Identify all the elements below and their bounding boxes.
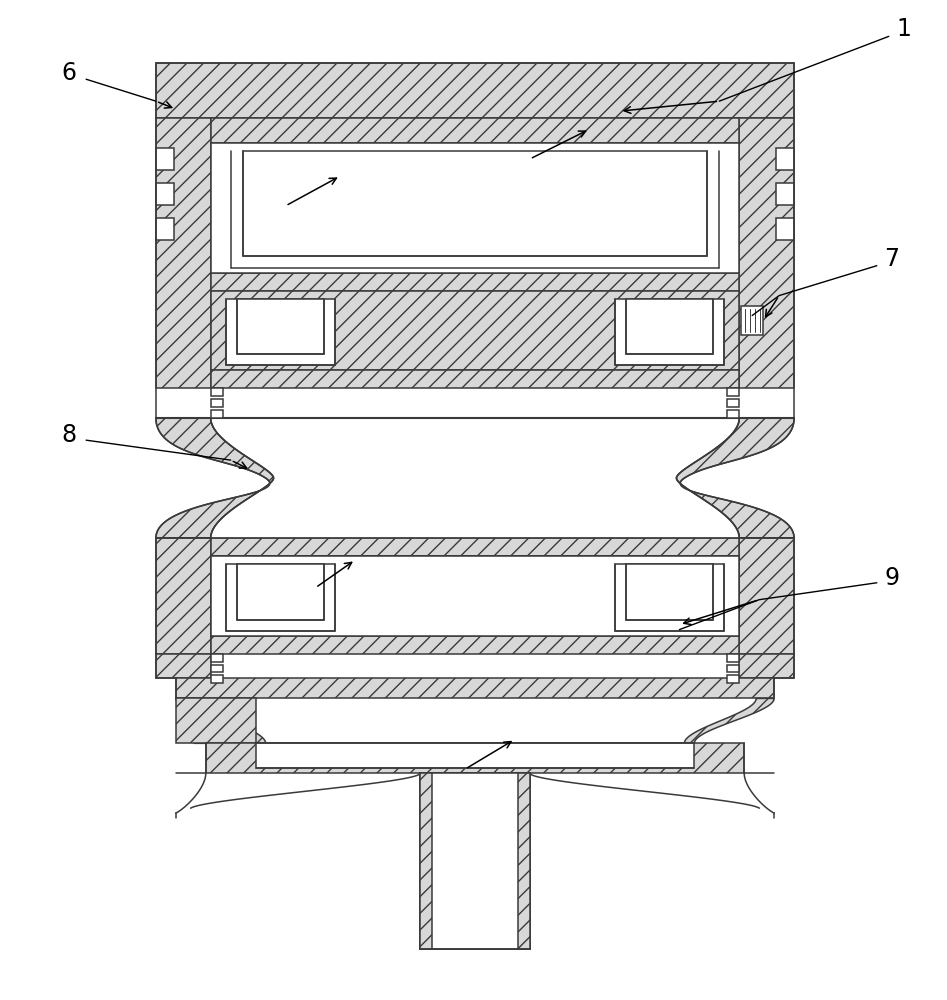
Polygon shape [420,773,529,949]
Polygon shape [176,698,265,743]
Polygon shape [777,148,794,170]
Polygon shape [156,183,174,205]
Polygon shape [615,564,724,631]
Polygon shape [740,654,794,678]
Polygon shape [211,410,223,418]
Polygon shape [626,564,713,620]
Polygon shape [676,418,794,538]
Text: 8: 8 [62,423,77,447]
Polygon shape [727,654,740,662]
Polygon shape [156,654,211,678]
Polygon shape [211,143,740,273]
Polygon shape [156,418,274,538]
Polygon shape [205,743,744,773]
Polygon shape [211,118,740,143]
Text: 7: 7 [884,247,900,271]
Polygon shape [176,698,256,743]
Polygon shape [211,418,740,538]
Polygon shape [225,564,335,631]
Polygon shape [727,388,740,396]
Polygon shape [740,118,794,388]
Polygon shape [615,299,724,365]
Polygon shape [685,698,774,743]
Polygon shape [727,399,740,407]
Polygon shape [225,299,335,365]
Polygon shape [156,218,174,240]
Polygon shape [211,556,740,636]
Polygon shape [727,665,740,672]
Polygon shape [211,273,740,291]
Polygon shape [211,370,740,388]
Polygon shape [156,63,794,118]
Polygon shape [237,564,325,620]
Polygon shape [626,299,713,354]
Text: 1: 1 [896,17,911,41]
Polygon shape [156,538,211,654]
Polygon shape [727,410,740,418]
Polygon shape [211,636,740,654]
Text: 6: 6 [62,61,77,85]
Text: 9: 9 [884,566,900,590]
Polygon shape [211,556,740,636]
Polygon shape [742,306,763,335]
Polygon shape [237,299,325,354]
Polygon shape [420,773,529,949]
Polygon shape [777,218,794,240]
Polygon shape [211,388,223,396]
Polygon shape [211,538,740,556]
Polygon shape [211,291,740,370]
Polygon shape [211,399,223,407]
Polygon shape [242,151,707,256]
Polygon shape [156,148,174,170]
Polygon shape [211,675,223,683]
Polygon shape [740,538,794,654]
Polygon shape [727,675,740,683]
Polygon shape [420,773,432,949]
Polygon shape [211,665,223,672]
Polygon shape [156,118,211,388]
Polygon shape [176,678,774,698]
Polygon shape [777,183,794,205]
Polygon shape [518,773,529,949]
Polygon shape [211,654,223,662]
Polygon shape [256,743,694,768]
